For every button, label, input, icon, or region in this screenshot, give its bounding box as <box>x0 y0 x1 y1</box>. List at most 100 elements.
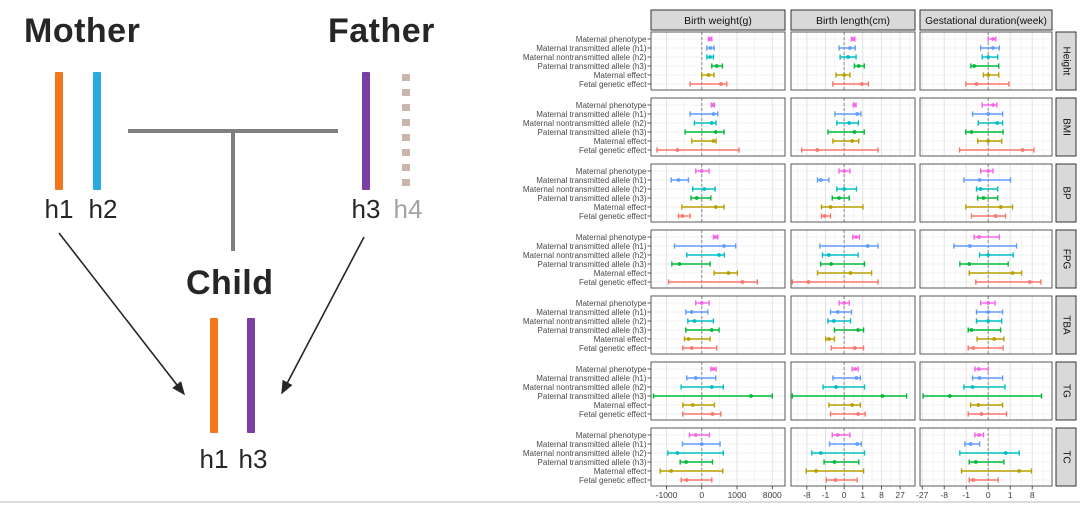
errorbar-TC-0-0 <box>688 432 711 438</box>
errorbar-BMI-0-1 <box>689 111 719 117</box>
errorbar-TC-0-2 <box>667 450 725 456</box>
row-strip-TG: TG <box>1055 361 1077 421</box>
point-estimate <box>684 478 689 482</box>
errorbar-TG-2-4 <box>969 402 1004 408</box>
point-estimate <box>834 385 839 389</box>
point-estimate <box>847 121 852 125</box>
father-allele-h4-bar-dashed <box>402 74 410 190</box>
errorbar-TC-1-2 <box>811 450 866 456</box>
panel-bg <box>791 296 915 354</box>
category-label: Fetal genetic effect <box>579 278 647 287</box>
panel-border <box>650 295 786 355</box>
panel-border <box>650 427 786 487</box>
row-strip-Height: Height <box>1055 31 1077 91</box>
facet-panel-Height-0 <box>650 31 786 91</box>
column-strip-2: Gestational duration(week) <box>919 9 1053 31</box>
row-strip-bg <box>1055 31 1077 91</box>
panel-bg <box>920 362 1052 420</box>
category-label: Maternal transmitted allele (h1) <box>536 44 647 53</box>
father-h3-label: h3 <box>351 194 381 224</box>
row-strip-bg <box>1055 163 1077 223</box>
errorbar-TG-1-1 <box>832 375 862 381</box>
facet-panel-FPG-1 <box>790 229 916 289</box>
category-label: Fetal genetic effect <box>579 212 647 221</box>
errorbar-BMI-2-5 <box>958 147 1035 153</box>
point-estimate <box>699 169 704 173</box>
facet-panel-Height-1 <box>790 31 916 91</box>
errorbar-TG-1-5 <box>829 411 866 417</box>
errorbar-BP-1-4 <box>820 204 864 210</box>
point-estimate <box>986 112 991 116</box>
point-estimate <box>693 433 698 437</box>
point-estimate <box>854 376 859 380</box>
point-estimate <box>1017 469 1022 473</box>
point-estimate <box>856 64 861 68</box>
x-tick-label: -8 <box>803 490 811 500</box>
errorbar-BP-1-5 <box>820 213 832 219</box>
facet-panel-BP-0 <box>650 163 786 223</box>
errorbar-BMI-1-2 <box>836 120 860 126</box>
category-label: Maternal transmitted allele (h1) <box>536 176 647 185</box>
category-label: Maternal nontransmitted allele (h2) <box>523 53 647 62</box>
errorbar-BMI-2-4 <box>976 138 1003 144</box>
errorbar-Height-0-3 <box>711 63 724 69</box>
panel-border <box>919 295 1053 355</box>
category-label: Maternal nontransmitted allele (h2) <box>523 185 647 194</box>
category-label: Maternal nontransmitted allele (h2) <box>523 119 647 128</box>
errorbar-TBA-1-3 <box>833 327 865 333</box>
facet-panel-FPG-2 <box>919 229 1053 289</box>
point-estimate <box>880 394 885 398</box>
errorbar-Height-2-1 <box>979 45 1001 51</box>
errorbar-BMI-2-3 <box>965 129 1004 135</box>
panel-bg <box>651 32 785 90</box>
errorbar-TG-0-4 <box>682 402 716 408</box>
point-estimate <box>818 178 823 182</box>
category-label: Maternal effect <box>594 401 648 410</box>
point-estimate <box>851 37 856 41</box>
facet-panel-TG-1 <box>790 361 916 421</box>
column-strip-bg <box>919 9 1053 31</box>
errorbar-FPG-2-4 <box>968 270 1023 276</box>
point-estimate <box>740 280 745 284</box>
category-label: Maternal nontransmitted allele (h2) <box>523 383 647 392</box>
point-estimate <box>835 433 840 437</box>
father-h4-label: h4 <box>393 194 423 224</box>
point-estimate <box>842 73 847 77</box>
category-label: Maternal phenotype <box>576 431 647 440</box>
errorbar-FPG-1-3 <box>819 261 866 267</box>
errorbar-TC-0-5 <box>680 477 713 483</box>
point-estimate <box>977 235 982 239</box>
errorbar-TG-0-1 <box>686 375 717 381</box>
errorbar-TC-1-0 <box>831 432 851 438</box>
category-label: Maternal nontransmitted allele (h2) <box>523 251 647 260</box>
point-estimate <box>709 385 714 389</box>
errorbar-TC-2-2 <box>959 450 1020 456</box>
x-tick-label: -1000 <box>656 490 678 500</box>
x-tick-label: -8 <box>940 490 948 500</box>
point-estimate <box>993 214 998 218</box>
errorbar-Height-1-2 <box>839 54 857 60</box>
errorbar-Height-1-5 <box>832 81 870 87</box>
column-strip-label: Birth length(cm) <box>816 15 890 27</box>
panel-border <box>650 97 786 157</box>
point-estimate <box>848 46 852 50</box>
category-label: Paternal transmitted allele (h3) <box>538 260 647 269</box>
point-estimate <box>832 460 837 464</box>
row-strip-TC: TC <box>1055 427 1077 487</box>
point-estimate <box>719 82 723 86</box>
row-strip-label: FPG <box>1061 249 1072 270</box>
x-tick-label: -27 <box>916 490 929 500</box>
panel-border <box>919 163 1053 223</box>
x-tick-label: 0 <box>842 490 847 500</box>
panel-bg <box>791 428 915 486</box>
errorbar-TG-1-4 <box>828 402 862 408</box>
mother-h2-label: h2 <box>88 194 118 224</box>
point-estimate <box>699 442 704 446</box>
panel-bg <box>791 362 915 420</box>
point-estimate <box>992 337 997 341</box>
point-estimate <box>850 403 855 407</box>
point-estimate <box>974 82 979 86</box>
mother-allele-h1-bar <box>55 72 63 190</box>
